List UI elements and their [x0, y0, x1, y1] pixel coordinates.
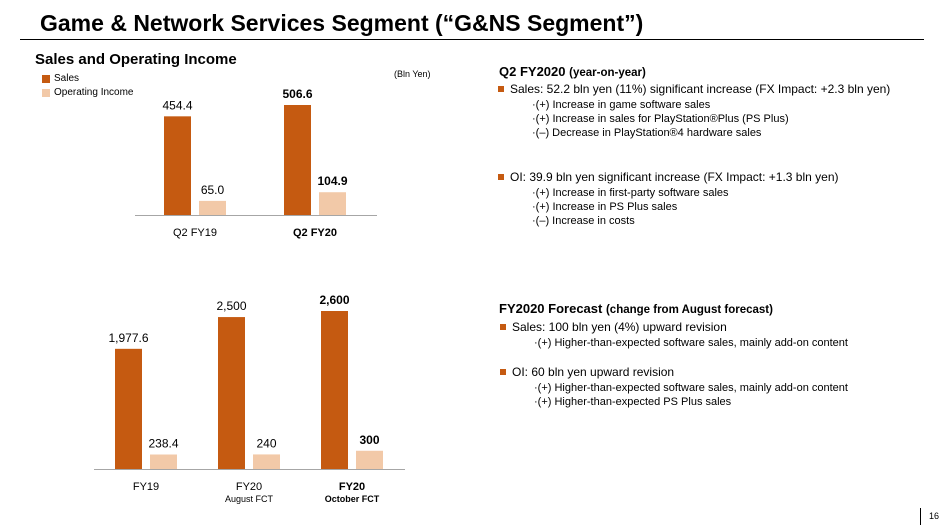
data-label-sales: 506.6: [282, 87, 312, 101]
legend-item-operating-income: Operating Income: [42, 87, 134, 98]
category-label: Q2 FY20: [293, 227, 337, 239]
data-label-sales: 1,977.6: [108, 331, 148, 345]
bar-operating-income: [319, 192, 346, 215]
q2-heading: Q2 FY2020 (year-on-year): [499, 64, 646, 79]
q2-oi-item: ·(+) Increase in PS Plus sales: [532, 201, 678, 213]
bar-operating-income: [150, 454, 177, 469]
q2-oi-text: OI: 39.9 bln yen significant increase (F…: [510, 170, 839, 184]
q2-sales-item: ·(+) Increase in sales for PlayStation®P…: [532, 113, 789, 125]
q2-oi-bullet: OI: 39.9 bln yen significant increase (F…: [498, 170, 839, 184]
data-label-sales: 2,500: [216, 299, 246, 313]
forecast-sales-text: Sales: 100 bln yen (4%) upward revision: [512, 320, 727, 334]
forecast-heading-sub: (change from August forecast): [605, 304, 773, 316]
forecast-heading-main: FY2020 Forecast: [499, 301, 603, 316]
q2-sales-item: ·(+) Increase in game software sales: [532, 99, 711, 111]
bar-sales: [115, 348, 142, 469]
title-divider: [20, 39, 924, 40]
q2-sales-text: Sales: 52.2 bln yen (11%) significant in…: [510, 82, 891, 96]
bullet-square-icon: [500, 324, 506, 330]
data-label-operating-income: 300: [359, 433, 379, 447]
forecast-oi-bullet: OI: 60 bln yen upward revision: [500, 365, 674, 379]
category-label: FY19: [133, 481, 159, 493]
forecast-heading: FY2020 Forecast (change from August fore…: [499, 301, 773, 316]
legend-label-operating-income: Operating Income: [54, 87, 134, 98]
forecast-sales-bullet: Sales: 100 bln yen (4%) upward revision: [500, 320, 727, 334]
forecast-oi-item: ·(+) Higher-than-expected software sales…: [534, 382, 848, 394]
forecast-oi-text: OI: 60 bln yen upward revision: [512, 365, 675, 379]
category-label: FY20: [236, 481, 262, 493]
legend-swatch-sales: [42, 74, 50, 83]
data-label-operating-income: 65.0: [201, 183, 225, 197]
bullet-square-icon: [500, 369, 506, 375]
q2-oi-item: ·(–) Increase in costs: [532, 215, 635, 227]
bar-sales: [321, 311, 348, 469]
category-sublabel: October FCT: [325, 494, 380, 504]
category-sublabel: August FCT: [225, 494, 274, 504]
legend-label-sales: Sales: [54, 73, 80, 84]
bar-sales: [284, 105, 311, 215]
legend-item-sales: Sales: [42, 73, 79, 84]
data-label-operating-income: 238.4: [148, 437, 178, 451]
q2-sales-bullet: Sales: 52.2 bln yen (11%) significant in…: [498, 82, 890, 96]
q2-sales-item: ·(–) Decrease in PlayStation®4 hardware …: [532, 127, 762, 139]
legend-swatch-operating-income: [42, 88, 50, 97]
bar-sales: [218, 317, 245, 469]
bullet-square-icon: [498, 174, 504, 180]
forecast-sales-item: ·(+) Higher-than-expected software sales…: [534, 337, 848, 349]
bar-operating-income: [199, 200, 226, 215]
bar-operating-income: [356, 450, 383, 469]
data-label-operating-income: 240: [256, 436, 276, 450]
bar-operating-income: [253, 454, 280, 469]
q2-heading-sub: (year-on-year): [569, 67, 646, 79]
page-number: 16: [929, 511, 940, 521]
page-number-divider: [920, 508, 921, 525]
forecast-oi-item: ·(+) Higher-than-expected PS Plus sales: [534, 396, 732, 408]
section-heading: Sales and Operating Income: [35, 51, 237, 68]
category-label: Q2 FY19: [173, 227, 217, 239]
data-label-operating-income: 104.9: [317, 174, 347, 188]
data-label-sales: 454.4: [162, 98, 192, 112]
data-label-sales: 2,600: [319, 293, 349, 307]
page-title: Game & Network Services Segment (“G&NS S…: [40, 10, 644, 36]
bullet-square-icon: [498, 86, 504, 92]
q2-heading-main: Q2 FY2020: [499, 64, 566, 79]
category-label: FY20: [339, 481, 365, 493]
q2-oi-item: ·(+) Increase in first-party software sa…: [532, 187, 729, 199]
bar-sales: [164, 116, 191, 215]
unit-note: (Bln Yen): [394, 69, 431, 79]
